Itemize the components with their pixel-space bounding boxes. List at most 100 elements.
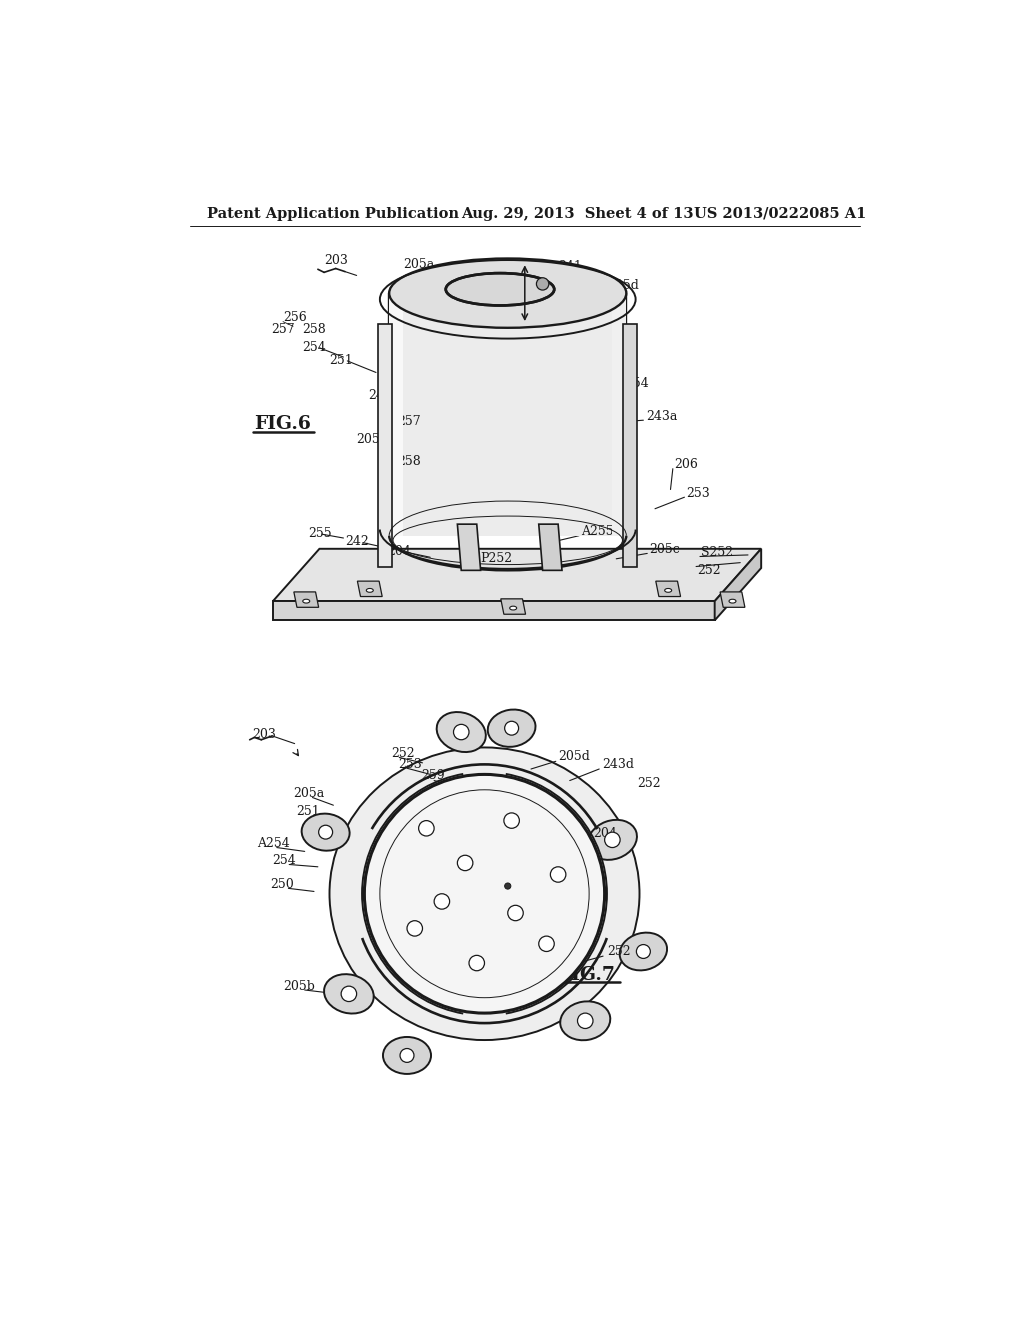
Circle shape [505, 883, 511, 890]
Ellipse shape [510, 606, 517, 610]
Text: D2: D2 [528, 286, 545, 300]
Text: S252: S252 [701, 546, 733, 560]
Text: 206: 206 [675, 458, 698, 471]
Text: 204: 204 [388, 545, 412, 557]
Circle shape [365, 775, 604, 1014]
Text: 252: 252 [697, 564, 721, 577]
Text: 258: 258 [397, 454, 421, 467]
Circle shape [434, 894, 450, 909]
Circle shape [341, 986, 356, 1002]
Ellipse shape [620, 933, 667, 970]
Text: US 2013/0222085 A1: US 2013/0222085 A1 [693, 207, 866, 220]
Text: 243c: 243c [553, 838, 584, 851]
Text: 253: 253 [397, 758, 422, 771]
Text: 257: 257 [271, 323, 295, 335]
Polygon shape [612, 293, 627, 536]
Text: Aug. 29, 2013  Sheet 4 of 13: Aug. 29, 2013 Sheet 4 of 13 [461, 207, 693, 220]
Text: 256: 256 [283, 312, 307, 325]
Text: 259: 259 [421, 770, 444, 783]
Circle shape [636, 945, 650, 958]
Text: 205b: 205b [356, 433, 388, 446]
Circle shape [400, 1048, 414, 1063]
Polygon shape [655, 581, 681, 597]
Polygon shape [273, 549, 761, 601]
Ellipse shape [471, 281, 545, 305]
Text: 205a: 205a [293, 787, 325, 800]
Text: 241: 241 [558, 260, 582, 273]
Text: A254: A254 [616, 376, 649, 389]
Text: L: L [558, 875, 566, 888]
Text: A254: A254 [257, 837, 290, 850]
Ellipse shape [330, 747, 640, 1040]
Polygon shape [389, 293, 627, 536]
Circle shape [454, 725, 469, 739]
Ellipse shape [588, 820, 637, 859]
Text: P252: P252 [480, 552, 513, 565]
Polygon shape [273, 601, 715, 620]
Text: 254: 254 [272, 854, 296, 867]
Ellipse shape [665, 589, 672, 593]
Ellipse shape [436, 711, 485, 752]
Text: 203: 203 [324, 253, 348, 267]
Text: 205b: 205b [283, 979, 314, 993]
Ellipse shape [324, 974, 374, 1014]
Circle shape [419, 821, 434, 836]
Ellipse shape [729, 599, 736, 603]
Polygon shape [624, 323, 637, 566]
Polygon shape [378, 323, 392, 566]
Text: 203: 203 [252, 727, 275, 741]
Circle shape [318, 825, 333, 840]
Circle shape [539, 936, 554, 952]
Text: 253: 253 [686, 487, 710, 500]
Text: Z204: Z204 [486, 259, 518, 271]
Text: 243d: 243d [602, 758, 634, 771]
Text: 243b: 243b [454, 859, 485, 871]
Text: 243a: 243a [646, 409, 677, 422]
Ellipse shape [367, 589, 374, 593]
Ellipse shape [560, 1002, 610, 1040]
Circle shape [604, 832, 621, 847]
Text: 205d: 205d [607, 279, 639, 292]
Text: S204: S204 [414, 921, 445, 935]
Ellipse shape [303, 599, 309, 603]
Polygon shape [715, 549, 761, 620]
Polygon shape [458, 524, 480, 570]
Text: 204: 204 [593, 828, 616, 841]
Text: FIG.7: FIG.7 [558, 966, 615, 983]
Text: 257: 257 [397, 416, 421, 428]
Circle shape [505, 721, 518, 735]
Ellipse shape [487, 710, 536, 747]
Circle shape [458, 855, 473, 871]
Circle shape [504, 813, 519, 829]
Text: 255: 255 [308, 527, 332, 540]
Text: 243a: 243a [432, 829, 464, 842]
Text: A255: A255 [582, 525, 614, 539]
Circle shape [508, 906, 523, 921]
Text: 205c: 205c [649, 543, 680, 556]
Polygon shape [389, 293, 403, 536]
Circle shape [578, 1014, 593, 1028]
Text: 258: 258 [302, 323, 326, 335]
Text: 254: 254 [302, 341, 326, 354]
Text: 205c: 205c [508, 953, 539, 966]
Text: 243b: 243b [369, 389, 400, 403]
Text: 250: 250 [270, 878, 294, 891]
Polygon shape [294, 591, 318, 607]
Ellipse shape [383, 1038, 431, 1074]
Text: 205d: 205d [558, 750, 590, 763]
Polygon shape [357, 581, 382, 597]
Text: FIG.6: FIG.6 [254, 414, 311, 433]
Text: 252: 252 [607, 945, 631, 958]
Text: 252: 252 [637, 777, 660, 791]
Circle shape [550, 867, 566, 882]
Circle shape [407, 921, 423, 936]
Ellipse shape [445, 273, 554, 305]
Text: Z204: Z204 [502, 824, 535, 837]
Ellipse shape [302, 813, 349, 850]
Text: 205a: 205a [403, 259, 434, 271]
Text: 251: 251 [296, 805, 319, 818]
Text: Patent Application Publication: Patent Application Publication [207, 207, 459, 220]
Text: 252: 252 [391, 747, 415, 760]
Circle shape [537, 277, 549, 290]
Ellipse shape [389, 259, 627, 327]
